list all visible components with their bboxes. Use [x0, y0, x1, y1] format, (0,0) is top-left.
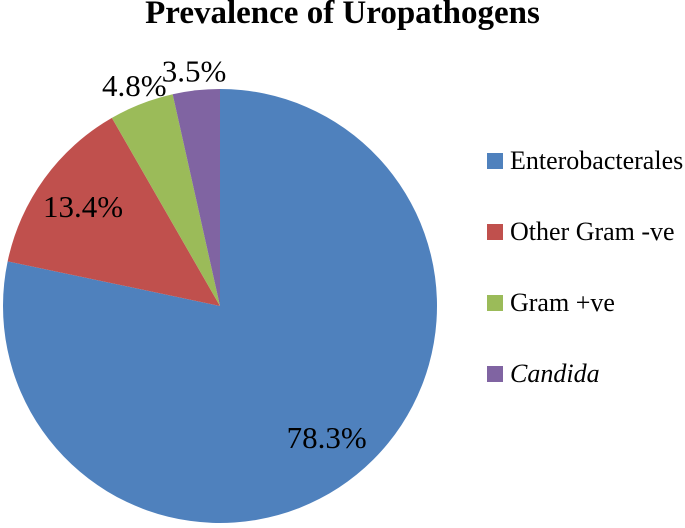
- slice-percentage-label: 78.3%: [287, 420, 367, 455]
- legend-label: Candida: [510, 359, 600, 388]
- pie-slice-gram-ve: [111, 94, 220, 306]
- slice-percentage-label: 3.5%: [162, 53, 227, 88]
- legend-swatch-icon: [487, 366, 503, 382]
- legend-label: Other Gram -ve: [510, 217, 675, 246]
- legend-item: Other Gram -ve: [487, 219, 683, 245]
- legend-label: Gram +ve: [510, 288, 615, 317]
- legend-swatch-icon: [487, 153, 503, 169]
- chart-title: Prevalence of Uropathogens: [145, 0, 540, 31]
- pie-slice-candida: [172, 89, 220, 306]
- legend-item: Candida: [487, 361, 683, 387]
- legend: Enterobacterales Other Gram -ve Gram +ve Ca…: [487, 148, 683, 436]
- pie-slice-other-gram-ve: [7, 117, 221, 306]
- slice-percentage-label: 13.4%: [43, 189, 123, 224]
- legend-swatch-icon: [487, 295, 503, 311]
- legend-label: Enterobacterales: [510, 146, 684, 175]
- pie-slice-enterobacterales: [3, 89, 438, 523]
- legend-item: Gram +ve: [487, 290, 683, 316]
- slice-percentage-label: 4.8%: [102, 68, 167, 103]
- legend-swatch-icon: [487, 224, 503, 240]
- legend-item: Enterobacterales: [487, 148, 683, 174]
